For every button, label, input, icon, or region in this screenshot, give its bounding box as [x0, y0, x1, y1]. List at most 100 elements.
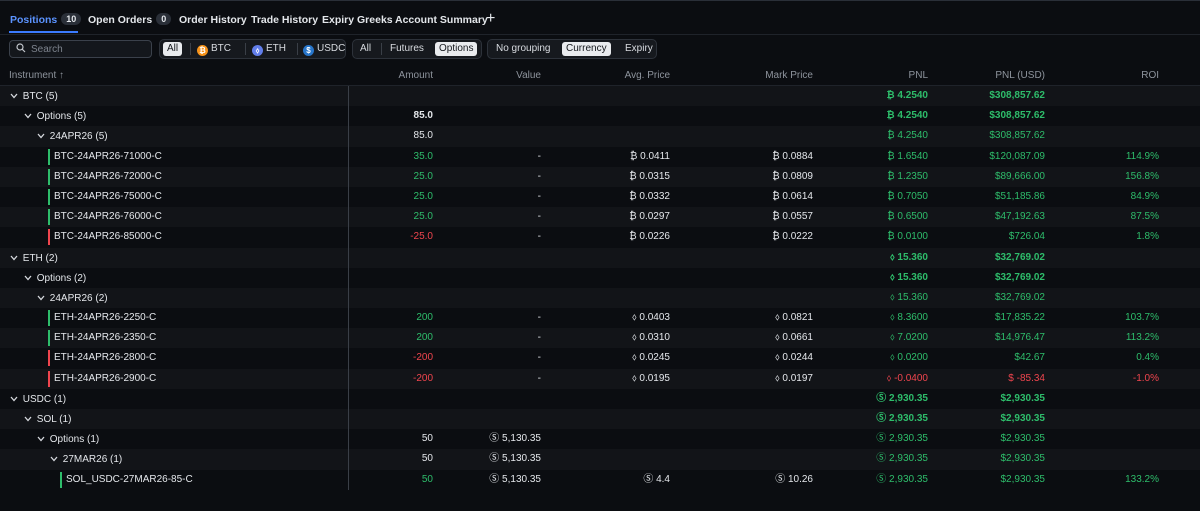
group-row[interactable]: 24APR26 (2) ⬨ 15.360 $32,769.02 — [0, 287, 1200, 309]
chevron-down-icon[interactable] — [24, 272, 34, 284]
pnl-cell: ₿ 4.2540 — [886, 110, 928, 122]
col-roi[interactable]: ROI — [1141, 70, 1159, 81]
position-row[interactable]: BTC-24APR26-72000-C 25.0 - ₿ 0.0315 ₿ 0.0809… — [0, 166, 1200, 187]
value-cell: - — [537, 211, 541, 223]
tab-open-orders[interactable]: Open Orders 0 — [88, 13, 172, 27]
avg-price-cell: Ⓢ 4.4 — [643, 473, 670, 485]
group-row[interactable]: SOL (1) Ⓢ 2,930.35 $2,930.35 — [0, 409, 1200, 430]
position-row[interactable]: BTC-24APR26-75000-C 25.0 - ₿ 0.0332 ₿ 0.0614… — [0, 186, 1200, 208]
mark-price-cell: ⬨ 0.0244 — [775, 352, 813, 364]
grouping-none[interactable]: No grouping — [496, 43, 551, 54]
pnl-usd-cell: $32,769.02 — [994, 291, 1045, 303]
col-pnl[interactable]: PNL — [908, 70, 928, 81]
tab-order-history[interactable]: Order History — [179, 14, 247, 26]
tab-trade-history[interactable]: Trade History — [251, 14, 319, 26]
chevron-down-icon[interactable] — [37, 292, 47, 304]
mark-price-cell: ⬨ 0.0197 — [775, 372, 813, 384]
group-row[interactable]: 24APR26 (5) 85.0 ₿ 4.2540 $308,857.62 — [0, 126, 1200, 147]
instrument-cell: BTC-24APR26-85000-C — [54, 231, 162, 243]
instrument-cell: ETH-24APR26-2250-C — [54, 312, 156, 324]
pnl-cell: ⬨ 7.0200 — [890, 332, 928, 344]
currency-filter-eth[interactable]: ⬨ ETH — [248, 42, 290, 56]
amount-cell: 200 — [416, 332, 433, 344]
group-row[interactable]: ETH (2) ⬨ 15.360 $32,769.02 — [0, 247, 1200, 268]
group-row[interactable]: Options (5) 85.0 ₿ 4.2540 $308,857.62 — [0, 106, 1200, 127]
col-avg-price[interactable]: Avg. Price — [624, 70, 670, 81]
kind-filter-all[interactable]: All — [360, 43, 372, 54]
long-indicator — [60, 471, 62, 488]
instrument-cell: SOL (1) — [24, 413, 71, 426]
mark-price-cell: ⬨ 0.0821 — [775, 312, 813, 324]
chevron-down-icon[interactable] — [37, 130, 47, 142]
divider — [190, 43, 191, 55]
pnl-cell: ⬨ 0.0200 — [890, 352, 928, 364]
group-row[interactable]: BTC (5) ₿ 4.2540 $308,857.62 — [0, 86, 1200, 107]
currency-filter-usdc[interactable]: $ USDC — [299, 42, 349, 56]
pnl-usd-cell: $2,930.35 — [1000, 473, 1046, 485]
grouping-currency[interactable]: Currency — [562, 42, 611, 56]
value-cell: - — [537, 170, 541, 182]
pnl-usd-cell: $726.04 — [1008, 231, 1045, 243]
position-row[interactable]: BTC-24APR26-85000-C -25.0 - ₿ 0.0226 ₿ 0.022… — [0, 227, 1200, 248]
group-row[interactable]: 27MAR26 (1) 50 Ⓢ 5,130.35 Ⓢ 2,930.35 $2,930.… — [0, 449, 1200, 470]
chevron-down-icon[interactable] — [24, 413, 34, 425]
position-row[interactable]: BTC-24APR26-71000-C 35.0 - ₿ 0.0411 ₿ 0.0884… — [0, 146, 1200, 167]
roi-cell: 103.7% — [1125, 312, 1159, 324]
currency-filter-btc[interactable]: ₿ BTC — [193, 42, 235, 56]
roi-cell: 0.4% — [1136, 352, 1159, 364]
pnl-cell: ₿ 0.0100 — [887, 231, 928, 243]
grouping-expiry[interactable]: Expiry — [625, 43, 653, 54]
chevron-down-icon[interactable] — [24, 110, 34, 122]
position-row[interactable]: ETH-24APR26-2900-C -200 - ⬨ 0.0195 ⬨ 0.0197 ⬨… — [0, 368, 1200, 389]
position-row[interactable]: ETH-24APR26-2350-C 200 - ⬨ 0.0310 ⬨ 0.0661 ⬨ … — [0, 328, 1200, 349]
amount-cell: -200 — [412, 352, 433, 364]
pnl-usd-cell: $308,857.62 — [989, 90, 1045, 101]
add-tab-icon[interactable]: + — [486, 10, 496, 27]
currency-filter-all[interactable]: All — [163, 42, 183, 56]
table-header: Instrument ↑ Amount Value Avg. Price Mar… — [0, 66, 1200, 86]
position-row[interactable]: BTC-24APR26-76000-C 25.0 - ₿ 0.0297 ₿ 0.0557… — [0, 207, 1200, 228]
chevron-down-icon[interactable] — [37, 433, 47, 445]
kind-filter: All Futures Options — [352, 39, 482, 59]
position-row[interactable]: SOL_USDC-27MAR26-85-C 50 Ⓢ 5,130.35 Ⓢ 4.4 Ⓢ … — [0, 469, 1200, 490]
col-instrument[interactable]: Instrument ↑ — [9, 70, 65, 81]
long-indicator — [48, 209, 50, 226]
instrument-label: SOL_USDC-27MAR26-85-C — [66, 473, 193, 485]
amount-cell: 25.0 — [413, 190, 433, 202]
tab-expiry-greeks[interactable]: Expiry Greeks — [322, 14, 393, 26]
value-cell: - — [537, 150, 541, 162]
instrument-cell: ETH-24APR26-2900-C — [54, 373, 156, 385]
group-row[interactable]: Options (1) 50 Ⓢ 5,130.35 Ⓢ 2,930.35 $2,930.… — [0, 429, 1200, 450]
amount-cell: 50 — [421, 433, 433, 445]
kind-filter-futures[interactable]: Futures — [390, 43, 424, 54]
chevron-down-icon[interactable] — [10, 90, 20, 102]
chevron-down-icon[interactable] — [50, 453, 60, 465]
chevron-down-icon[interactable] — [10, 393, 20, 405]
kind-filter-options[interactable]: Options — [435, 42, 478, 56]
col-pnl-usd[interactable]: PNL (USD) — [995, 70, 1045, 81]
value-cell: - — [537, 352, 541, 364]
chevron-down-icon[interactable] — [10, 252, 20, 264]
group-row[interactable]: USDC (1) Ⓢ 2,930.35 $2,930.35 — [0, 388, 1200, 409]
value-cell: - — [537, 231, 541, 243]
tab-positions[interactable]: Positions 10 — [10, 13, 82, 27]
search-input[interactable]: Search — [9, 40, 152, 58]
col-mark-price[interactable]: Mark Price — [765, 70, 813, 81]
mark-price-cell: ₿ 0.0557 — [772, 211, 813, 223]
col-value[interactable]: Value — [516, 70, 541, 81]
position-row[interactable]: ETH-24APR26-2800-C -200 - ⬨ 0.0245 ⬨ 0.0244 ⬨… — [0, 348, 1200, 369]
pnl-usd-cell: $47,192.63 — [994, 211, 1045, 223]
amount-cell: 25.0 — [413, 170, 433, 182]
group-row[interactable]: Options (2) ⬨ 15.360 $32,769.02 — [0, 267, 1200, 288]
pnl-cell: Ⓢ 2,930.35 — [876, 473, 928, 485]
search-icon — [16, 43, 26, 56]
roi-cell: 1.8% — [1136, 231, 1159, 243]
pnl-cell: Ⓢ 2,930.35 — [876, 413, 928, 424]
position-row[interactable]: ETH-24APR26-2250-C 200 - ⬨ 0.0403 ⬨ 0.0821 ⬨ … — [0, 308, 1200, 329]
col-amount[interactable]: Amount — [398, 70, 433, 81]
short-indicator — [48, 350, 50, 367]
long-indicator — [48, 330, 50, 347]
pnl-usd-cell: $14,976.47 — [994, 332, 1045, 344]
tab-account-summary[interactable]: Account Summary — [395, 14, 488, 26]
pnl-cell: ₿ 0.7050 — [887, 190, 928, 202]
